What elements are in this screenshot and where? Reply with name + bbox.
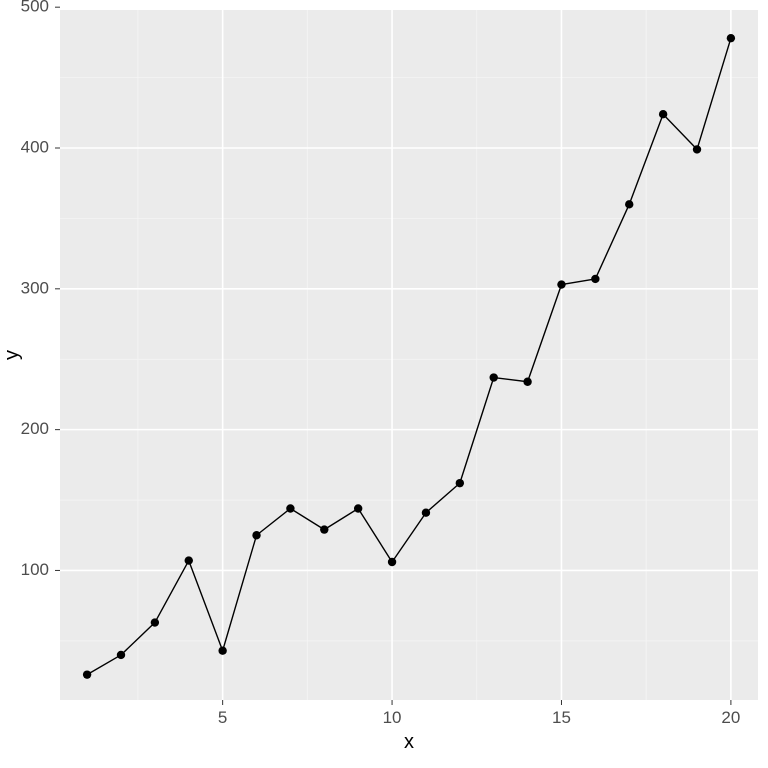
data-point [218,647,226,655]
data-point [252,531,260,539]
data-point [185,556,193,564]
x-tick-label: 10 [383,708,402,727]
data-point [320,525,328,533]
x-tick-label: 15 [552,708,571,727]
y-tick-label: 300 [21,278,49,297]
data-point [557,280,565,288]
y-tick-label: 400 [21,137,49,156]
data-point [151,618,159,626]
y-axis-title: y [1,350,23,360]
y-tick-label: 100 [21,560,49,579]
data-point [456,479,464,487]
plot-panel [60,10,758,700]
data-point [523,378,531,386]
y-tick-label: 500 [21,0,49,16]
data-point [693,145,701,153]
chart-container: 5 10 15 20 100 200 300 400 500 x y [0,0,768,768]
data-point [388,558,396,566]
data-point [286,504,294,512]
data-point [659,110,667,118]
data-point [490,373,498,381]
y-tick-label: 200 [21,419,49,438]
x-axis-title: x [404,731,414,753]
data-point [422,509,430,517]
data-point [625,200,633,208]
data-point [591,275,599,283]
data-point [354,504,362,512]
data-point [727,34,735,42]
x-tick-label: 20 [721,708,740,727]
data-point [83,670,91,678]
line-chart: 5 10 15 20 100 200 300 400 500 x y [0,0,768,768]
data-point [117,651,125,659]
x-tick-label: 5 [218,708,227,727]
